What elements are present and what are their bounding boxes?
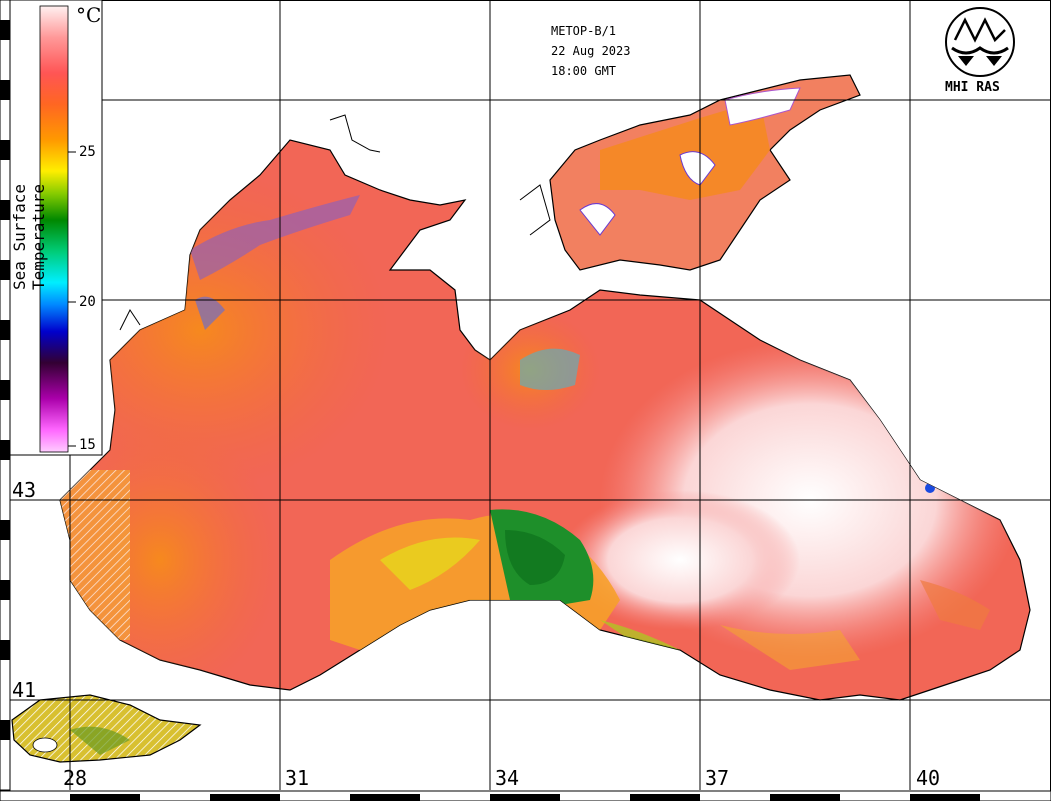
- longitude-label: 31: [285, 766, 310, 790]
- left-scale-bar: [0, 0, 11, 791]
- mhi-ras-logo-icon: [945, 7, 1015, 77]
- coast-detail: [519, 184, 551, 236]
- date-label: 22 Aug 2023: [551, 44, 631, 58]
- colorbar-title: Sea Surface Temperature: [10, 184, 48, 290]
- latitude-label: 43: [12, 478, 37, 502]
- coast-detail: [119, 309, 141, 331]
- sea-of-azov-water: [549, 74, 861, 271]
- colorbar-gradient: [39, 5, 69, 453]
- colorbar-tick: 20: [79, 294, 96, 310]
- colorbar-legend: [9, 0, 103, 456]
- bottom-scale-bar: [0, 790, 1051, 801]
- colorbar-tick: 25: [79, 144, 96, 160]
- longitude-label: 28: [63, 766, 88, 790]
- organization-label: MHI RAS: [945, 80, 1000, 95]
- time-label: 18:00 GMT: [551, 64, 617, 78]
- colorbar-unit: °C: [76, 3, 102, 27]
- longitude-label: 40: [916, 766, 941, 790]
- satellite-label: METOP-B/1: [551, 24, 617, 38]
- sea-of-marmara-water: [11, 694, 202, 763]
- colorbar-tick: 15: [79, 437, 96, 453]
- longitude-label: 37: [705, 766, 730, 790]
- latitude-label: 41: [12, 678, 37, 702]
- coast-detail: [329, 114, 381, 153]
- longitude-label: 34: [495, 766, 520, 790]
